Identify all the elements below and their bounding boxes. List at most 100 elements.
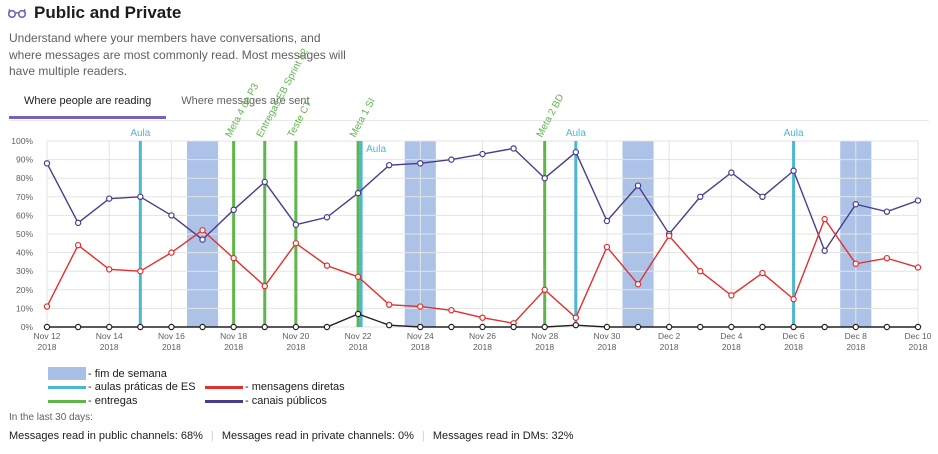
point-dm: [137, 268, 144, 275]
tab-divider: [9, 120, 929, 121]
point-public: [292, 221, 300, 228]
point-private: [634, 323, 642, 331]
point-private: [292, 323, 300, 331]
x-tick-label: Nov 28: [531, 331, 558, 341]
point-dm: [199, 227, 206, 234]
entrega-label: Meta 1 SI: [348, 96, 378, 139]
point-public: [852, 201, 859, 208]
x-tick-year: 2018: [535, 342, 554, 352]
summary-private-value: 0%: [397, 430, 414, 442]
legend-dm-swatch: [205, 385, 243, 389]
point-dm: [914, 264, 922, 271]
point-private: [448, 323, 455, 331]
point-dm: [634, 281, 642, 288]
tab-where-sent[interactable]: Where messages are sent: [181, 95, 310, 107]
y-tick-label: 0%: [21, 322, 34, 332]
point-private: [199, 323, 206, 331]
point-private: [354, 310, 362, 318]
legend-public: - canais públicos: [205, 395, 327, 407]
entrega-label: Teste CT: [286, 99, 314, 139]
aula-label: Aula: [130, 128, 150, 139]
aula-label: Aula: [366, 144, 386, 155]
x-tick-year: 2018: [846, 342, 865, 352]
point-public: [168, 212, 175, 219]
point-public: [417, 160, 424, 167]
point-private: [43, 323, 51, 331]
point-public: [106, 195, 113, 202]
point-dm: [697, 268, 704, 275]
summary-private-label: Messages read in private channels:: [221, 430, 395, 442]
x-tick-label: Nov 22: [345, 331, 372, 341]
point-dm: [852, 260, 859, 267]
y-tick-label: 70%: [16, 192, 33, 202]
x-tick-year: 2018: [722, 342, 741, 352]
page-title: Public and Private: [34, 3, 182, 22]
x-tick-label: Nov 16: [158, 331, 185, 341]
tab-bar: Where people are reading Where messages …: [9, 91, 325, 119]
summary-separator: |: [421, 430, 425, 442]
point-public: [199, 236, 206, 243]
point-public: [914, 197, 922, 204]
point-private: [510, 323, 517, 331]
legend-entrega-swatch: [48, 399, 86, 403]
point-private: [417, 323, 424, 331]
point-private: [385, 321, 393, 329]
point-dm: [883, 254, 891, 262]
point-public: [510, 145, 517, 152]
glasses-icon: [8, 8, 26, 19]
aula-label: Aula: [566, 128, 586, 139]
point-public: [759, 193, 766, 200]
point-dm: [479, 314, 486, 321]
x-tick-year: 2018: [349, 342, 368, 352]
point-dm: [385, 301, 393, 308]
x-tick-year: 2018: [411, 342, 430, 352]
point-public: [821, 247, 828, 254]
point-private: [914, 323, 922, 331]
legend-public-label: - canais públicos: [245, 395, 327, 407]
point-dm: [603, 243, 611, 251]
point-public: [572, 148, 580, 156]
point-dm: [323, 262, 331, 269]
point-private: [137, 323, 144, 331]
period-note: In the last 30 days:: [9, 412, 93, 423]
point-private: [821, 323, 828, 331]
page-description: Understand where your members have conve…: [9, 31, 346, 78]
x-tick-label: Nov 30: [593, 331, 620, 341]
summary-line: Messages read in public channels: 68% | …: [9, 430, 573, 442]
point-private: [74, 323, 82, 331]
tab-where-reading[interactable]: Where people are reading: [9, 91, 167, 119]
point-public: [323, 214, 331, 221]
summary-dm-value: 32%: [551, 430, 574, 442]
point-dm: [43, 303, 51, 310]
x-tick-year: 2018: [909, 342, 928, 352]
point-private: [572, 321, 580, 329]
summary-separator: |: [210, 430, 214, 442]
point-dm: [354, 273, 362, 280]
point-dm: [230, 254, 237, 262]
page-header: Public and Private: [8, 3, 181, 23]
legend-aula-label: - aulas práticas de ES: [88, 381, 196, 393]
x-tick-year: 2018: [286, 342, 305, 352]
y-tick-label: 40%: [16, 248, 33, 258]
x-tick-year: 2018: [224, 342, 243, 352]
summary-dm-label: Messages read in DMs:: [432, 430, 549, 442]
x-tick-label: Dec 2: [658, 331, 680, 341]
point-dm: [261, 282, 268, 290]
point-private: [883, 323, 891, 331]
summary-public-label: Messages read in public channels:: [9, 430, 178, 442]
x-tick-label: Dec 8: [845, 331, 867, 341]
y-tick-label: 20%: [16, 285, 33, 295]
legend-entrega-label: - entregas: [88, 395, 138, 407]
y-tick-label: 80%: [16, 173, 33, 183]
x-tick-label: Dec 4: [720, 331, 742, 341]
point-public: [137, 193, 144, 200]
point-private: [479, 323, 486, 331]
x-tick-label: Nov 12: [34, 331, 61, 341]
point-public: [74, 219, 82, 227]
point-dm: [74, 241, 82, 249]
point-private: [323, 323, 331, 331]
x-tick-year: 2018: [473, 342, 492, 352]
x-tick-label: Nov 26: [469, 331, 496, 341]
x-tick-year: 2018: [162, 342, 181, 352]
